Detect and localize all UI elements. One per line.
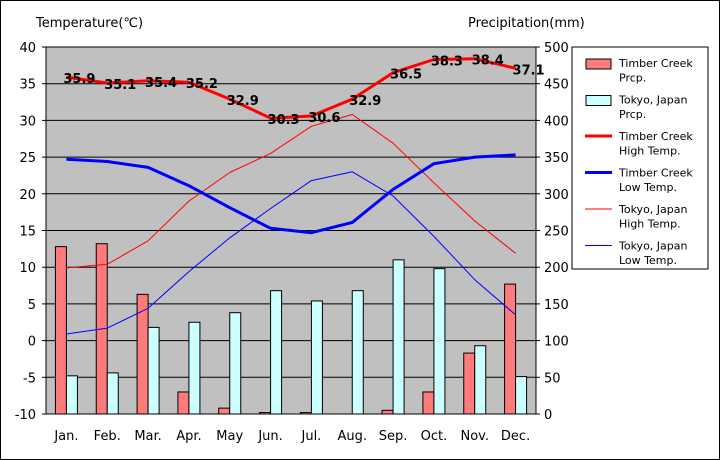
x-tick-label: Sep.	[379, 429, 408, 444]
data-label: 30.6	[308, 111, 340, 126]
bar	[218, 407, 231, 415]
bar	[177, 391, 190, 415]
bar	[381, 409, 394, 415]
legend-label: Timber Creek	[618, 130, 693, 143]
x-tick-label: May	[216, 429, 243, 444]
legend-label: Prcp.	[619, 108, 646, 121]
bar	[463, 352, 476, 415]
bar	[515, 376, 528, 415]
left-tick-label: -5	[23, 371, 36, 386]
x-tick-label: Dec.	[501, 429, 530, 444]
x-tick-label: Aug.	[337, 429, 367, 444]
left-tick-label: 25	[19, 151, 36, 166]
data-label: 36.5	[390, 68, 422, 83]
left-tick-label: -10	[15, 408, 36, 423]
data-label: 32.9	[349, 94, 381, 109]
legend-label: Timber Creek	[618, 57, 693, 70]
right-tick-label: 150	[544, 298, 569, 313]
legend-label: Timber Creek	[618, 167, 693, 180]
right-tick-label: 350	[544, 151, 569, 166]
legend-label: High Temp.	[619, 218, 681, 231]
right-tick-label: 500	[544, 41, 569, 56]
bar	[188, 321, 201, 415]
left-tick-label: 35	[19, 78, 36, 93]
legend-label: Tokyo, Japan	[618, 203, 687, 216]
precipitation-bars	[54, 243, 528, 415]
right-tick-label: 100	[544, 335, 569, 350]
x-tick-label: Apr.	[176, 429, 201, 444]
left-tick-label: 40	[19, 41, 36, 56]
legend-label: Low Temp.	[619, 254, 677, 267]
bar	[299, 412, 312, 415]
left-tick-label: 0	[28, 335, 36, 350]
series-line	[66, 171, 516, 335]
data-label: 32.9	[227, 94, 259, 109]
left-tick-label: 20	[19, 188, 36, 203]
right-tick-label: 200	[544, 261, 569, 276]
bar	[270, 290, 283, 415]
bar	[229, 312, 242, 415]
bar	[65, 375, 78, 415]
data-label: 35.1	[104, 78, 136, 93]
legend-label: Low Temp.	[619, 181, 677, 194]
series-line	[66, 153, 516, 235]
data-label: 35.4	[145, 76, 177, 91]
data-label: 35.9	[63, 72, 95, 87]
legend-label: Tokyo, Japan	[618, 240, 687, 253]
left-tick-label: 5	[28, 298, 36, 313]
right-axis-title: Precipitation(mm)	[468, 16, 585, 31]
data-label: 37.1	[513, 63, 545, 78]
bar	[504, 283, 517, 415]
bar	[310, 300, 323, 415]
left-tick-label: 10	[19, 261, 36, 276]
legend-label: Prcp.	[619, 72, 646, 85]
bar	[147, 326, 160, 415]
x-tick-label: Feb.	[94, 429, 121, 444]
bar	[474, 345, 487, 415]
bar	[351, 290, 364, 415]
bar	[422, 391, 435, 415]
legend-swatch	[585, 58, 612, 70]
x-tick-label: Jan.	[53, 429, 78, 444]
data-label: 38.3	[431, 54, 463, 69]
right-tick-label: 50	[544, 371, 561, 386]
series-line	[66, 57, 516, 120]
bar	[433, 268, 446, 415]
x-tick-label: Oct.	[421, 429, 448, 444]
legend-box	[571, 46, 709, 270]
bar	[259, 412, 272, 415]
data-label: 38.4	[472, 54, 504, 69]
left-axis-title: Temperature(℃)	[35, 16, 143, 31]
legend-label: Tokyo, Japan	[618, 94, 687, 107]
left-tick-label: 30	[19, 114, 36, 129]
x-tick-label: Jun.	[257, 429, 282, 444]
right-tick-label: 450	[544, 78, 569, 93]
temperature-lines	[66, 57, 516, 335]
bar	[392, 259, 405, 415]
x-tick-label: Nov.	[461, 429, 490, 444]
data-label: 35.2	[186, 77, 218, 92]
legend-swatch	[585, 95, 612, 106]
right-tick-label: 300	[544, 188, 569, 203]
right-tick-label: 400	[544, 114, 569, 129]
bar	[106, 372, 119, 415]
right-tick-label: 0	[544, 408, 552, 423]
legend-label: High Temp.	[619, 145, 681, 158]
x-tick-label: Jul.	[301, 429, 322, 444]
data-label: 30.3	[268, 113, 300, 128]
right-tick-label: 250	[544, 225, 569, 240]
x-tick-label: Mar.	[134, 429, 161, 444]
left-tick-label: 15	[19, 225, 36, 240]
axes: Temperature(℃) Precipitation(mm) 40 50035…	[15, 16, 585, 444]
bar	[54, 246, 67, 415]
series-line	[66, 114, 516, 269]
data-labels: 35.9 35.1 35.4 35.2 32.9 30.3 30.6 32.9 36.5 38.3…	[63, 54, 544, 128]
